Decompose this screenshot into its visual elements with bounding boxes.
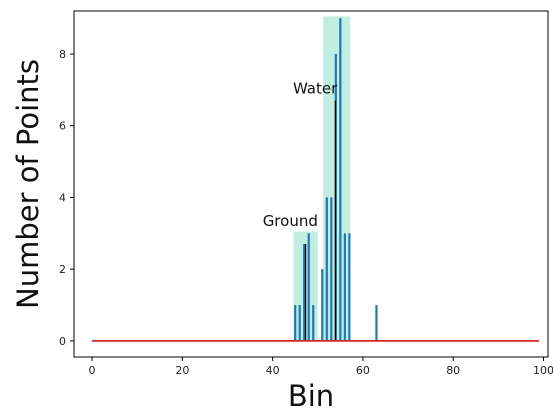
annotation-ground: Ground — [263, 212, 318, 230]
x-tick-label: 100 — [533, 364, 553, 377]
bar — [298, 305, 301, 341]
x-axis-ticks: 0 20 40 60 80 100 — [89, 357, 553, 377]
x-tick-label: 60 — [356, 364, 370, 377]
y-tick-label: 0 — [59, 335, 66, 348]
y-tick-label: 6 — [59, 120, 66, 133]
x-axis-label: Bin — [288, 379, 334, 412]
y-tick-label: 4 — [59, 191, 66, 204]
bar — [325, 197, 328, 341]
bar — [307, 233, 310, 341]
x-tick-label: 40 — [266, 364, 280, 377]
bar — [303, 244, 306, 341]
bar — [348, 233, 351, 341]
bar — [321, 269, 324, 341]
bar — [339, 18, 342, 341]
bar — [312, 305, 315, 341]
peak-lines — [304, 100, 337, 341]
bar — [343, 233, 346, 341]
x-tick-label: 20 — [175, 364, 189, 377]
y-axis-ticks: 0 2 4 6 8 — [59, 48, 74, 348]
plot-frame — [73, 10, 549, 358]
bar — [375, 305, 378, 341]
y-axis-label: Number of Points — [11, 59, 45, 309]
annotations: Ground Water — [263, 79, 338, 230]
x-tick-label: 80 — [446, 364, 460, 377]
y-tick-label: 8 — [59, 48, 66, 61]
annotation-water: Water — [293, 79, 338, 97]
bar — [294, 305, 297, 341]
y-tick-label: 2 — [59, 263, 66, 276]
bar — [330, 197, 333, 341]
x-tick-label: 0 — [89, 364, 96, 377]
